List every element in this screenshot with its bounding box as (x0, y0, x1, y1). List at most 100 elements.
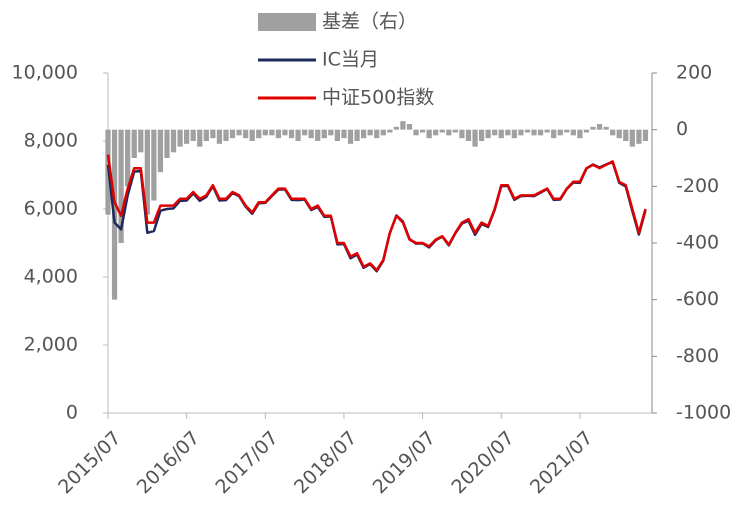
bar (262, 129, 268, 136)
bar (197, 129, 203, 147)
bar (367, 129, 373, 136)
bar (524, 129, 531, 133)
bar (570, 129, 576, 136)
bar (642, 129, 649, 141)
y2-tick-label: 200 (676, 62, 712, 84)
bar (328, 129, 334, 136)
line (106, 154, 647, 272)
bar (498, 129, 504, 139)
legend-label: 基差（右） (322, 11, 417, 33)
bar (144, 129, 150, 215)
bar (151, 129, 157, 201)
bar (400, 121, 406, 130)
bar (518, 129, 524, 136)
x-tick-label: 2018/07 (290, 427, 361, 498)
y-tick-label: 6,000 (24, 198, 78, 220)
x-tick-label: 2020/07 (447, 427, 518, 498)
y2-tick-label: -800 (676, 345, 719, 367)
bar (249, 129, 255, 141)
y-tick-label: 4,000 (24, 266, 78, 288)
bar (360, 129, 367, 139)
bar (170, 129, 177, 153)
bar (551, 129, 557, 139)
bar (636, 129, 642, 144)
bar (295, 129, 301, 141)
bar (544, 129, 550, 133)
bar (616, 129, 622, 139)
bar (236, 129, 242, 136)
x-tick-label: 2017/07 (211, 427, 282, 498)
legend-label: 中证500指数 (322, 87, 434, 109)
bar (485, 129, 491, 139)
line (106, 160, 647, 273)
bar (190, 129, 196, 141)
x-tick-label: 2019/07 (369, 427, 440, 498)
bar (210, 129, 216, 139)
bar (315, 129, 321, 141)
bar (577, 129, 583, 139)
y-tick-label: 2,000 (24, 334, 78, 356)
bar (511, 129, 517, 139)
bar (380, 129, 386, 136)
bar (256, 129, 262, 139)
bar (603, 126, 609, 130)
bar (157, 129, 164, 173)
bar (229, 129, 236, 139)
bar (439, 129, 445, 133)
bar (393, 126, 400, 130)
bar (282, 129, 288, 136)
bar (203, 129, 209, 141)
bar (308, 129, 314, 139)
bar (452, 129, 458, 133)
bar (413, 129, 419, 136)
bar (433, 129, 439, 136)
bar (472, 129, 478, 147)
bar (131, 129, 137, 158)
bar (623, 129, 629, 141)
bar (164, 129, 170, 158)
x-tick-label: 2015/07 (54, 427, 125, 498)
y-tick-label: 0 (66, 402, 78, 424)
bar (138, 129, 144, 153)
y2-tick-label: -1000 (676, 402, 731, 424)
bar (341, 129, 347, 139)
bar (537, 129, 544, 136)
bar (465, 129, 472, 141)
bar (118, 129, 124, 243)
bar (321, 129, 327, 139)
bar (223, 129, 229, 141)
y-tick-label: 10,000 (12, 62, 78, 84)
bar (269, 129, 275, 136)
bar (596, 124, 603, 130)
y2-tick-label: -400 (676, 232, 719, 254)
bar (590, 126, 596, 130)
y2-tick-label: 0 (676, 118, 688, 140)
bar (610, 129, 616, 136)
bar (125, 129, 131, 187)
legend-label: IC当月 (322, 49, 379, 71)
bar (557, 129, 563, 136)
y2-tick-label: -600 (676, 288, 719, 310)
bar (492, 129, 498, 136)
bar (288, 129, 295, 139)
y-tick-label: 8,000 (24, 130, 78, 152)
bar (629, 129, 635, 147)
bar (459, 129, 465, 139)
bar (446, 129, 452, 136)
bar (347, 129, 354, 144)
bar (216, 129, 223, 144)
bar (564, 129, 570, 133)
x-tick-label: 2021/07 (526, 427, 597, 498)
bar (302, 129, 308, 136)
bar (177, 129, 183, 147)
bar (426, 129, 432, 139)
bar (406, 124, 413, 130)
bar (334, 129, 341, 141)
bar (275, 129, 282, 139)
bar (387, 129, 393, 133)
bar (243, 129, 249, 139)
x-tick-label: 2016/07 (133, 427, 204, 498)
bar (583, 129, 590, 133)
legend-swatch (258, 13, 316, 31)
